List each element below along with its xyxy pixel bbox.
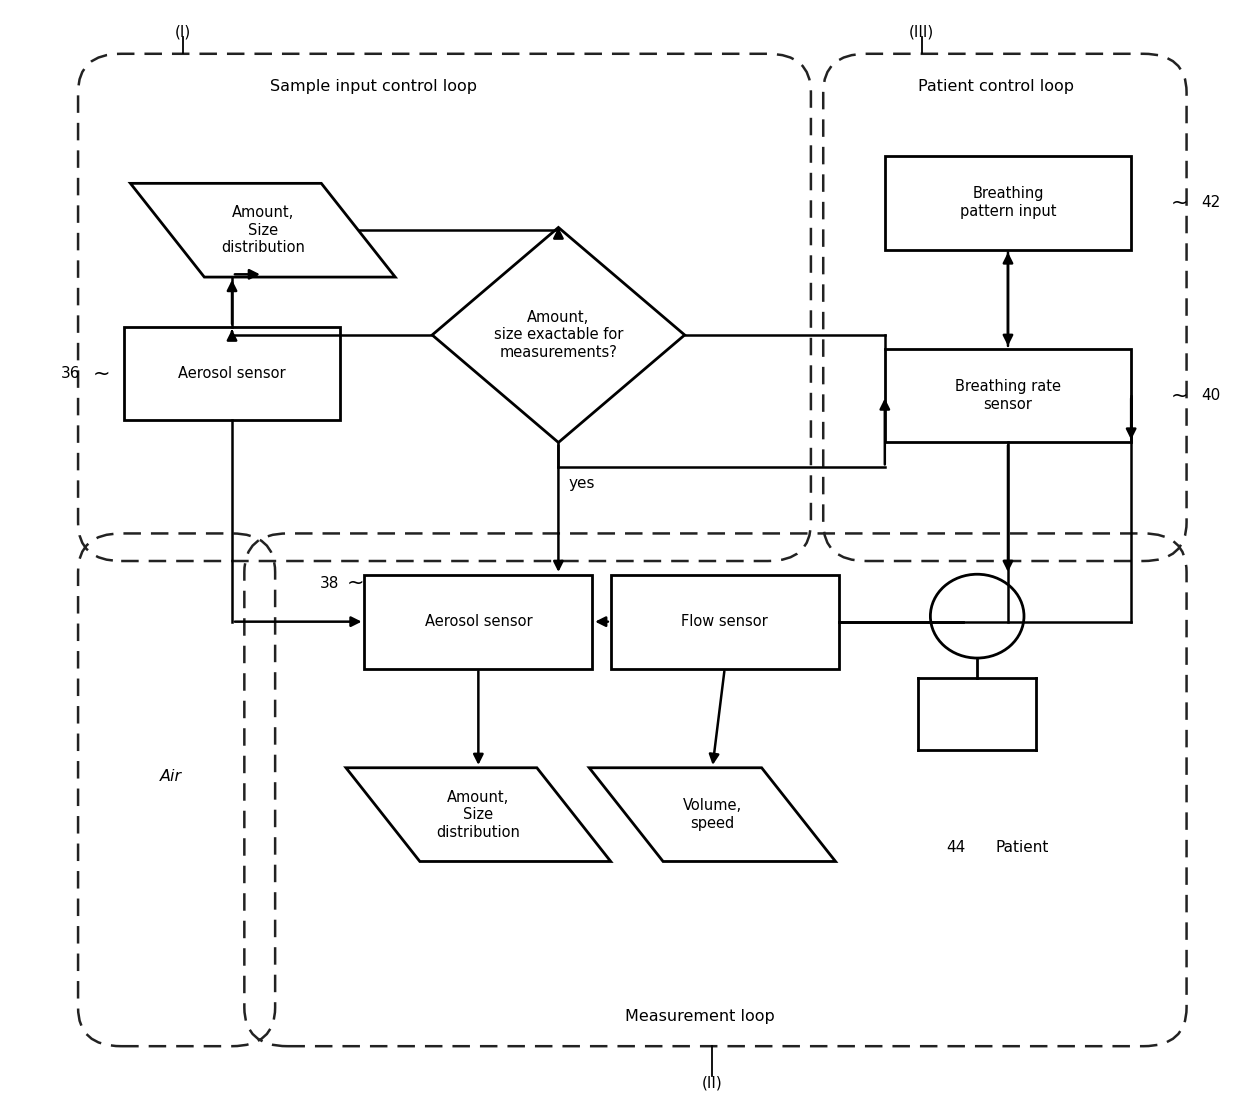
Text: Aerosol sensor: Aerosol sensor: [179, 366, 286, 381]
Text: Volume,
speed: Volume, speed: [683, 799, 742, 831]
Text: Amount,
Size
distribution: Amount, Size distribution: [436, 790, 521, 840]
Bar: [885, 156, 1131, 250]
Bar: [365, 574, 593, 669]
Text: Amount,
size exactable for
measurements?: Amount, size exactable for measurements?: [494, 310, 624, 360]
Text: ~: ~: [1171, 386, 1188, 406]
Text: 40: 40: [1202, 388, 1220, 403]
Bar: [885, 349, 1131, 442]
Text: Measurement loop: Measurement loop: [625, 1009, 775, 1024]
Text: (I): (I): [175, 24, 191, 39]
Text: Patient control loop: Patient control loop: [918, 79, 1074, 94]
Text: ~: ~: [1171, 192, 1188, 212]
Text: yes: yes: [568, 477, 595, 491]
Text: Flow sensor: Flow sensor: [681, 614, 768, 629]
Text: ~: ~: [93, 363, 110, 383]
Text: Breathing
pattern input: Breathing pattern input: [960, 187, 1056, 219]
Text: (III): (III): [909, 24, 935, 39]
Polygon shape: [346, 768, 611, 861]
Bar: [124, 327, 340, 420]
Text: ~: ~: [346, 573, 365, 593]
Polygon shape: [589, 768, 836, 861]
Text: 36: 36: [61, 366, 81, 381]
Text: (II): (II): [702, 1075, 723, 1090]
Text: 38: 38: [320, 575, 340, 591]
Text: Sample input control loop: Sample input control loop: [270, 79, 477, 94]
Text: 44: 44: [946, 840, 966, 855]
Text: Aerosol sensor: Aerosol sensor: [424, 614, 532, 629]
Text: Amount,
Size
distribution: Amount, Size distribution: [221, 206, 305, 256]
Polygon shape: [130, 183, 396, 277]
Text: Patient: Patient: [996, 840, 1049, 855]
Text: Breathing rate
sensor: Breathing rate sensor: [955, 380, 1061, 412]
Text: Air: Air: [160, 769, 181, 783]
Polygon shape: [433, 228, 684, 442]
Text: 42: 42: [1202, 196, 1220, 210]
Bar: [611, 574, 838, 669]
